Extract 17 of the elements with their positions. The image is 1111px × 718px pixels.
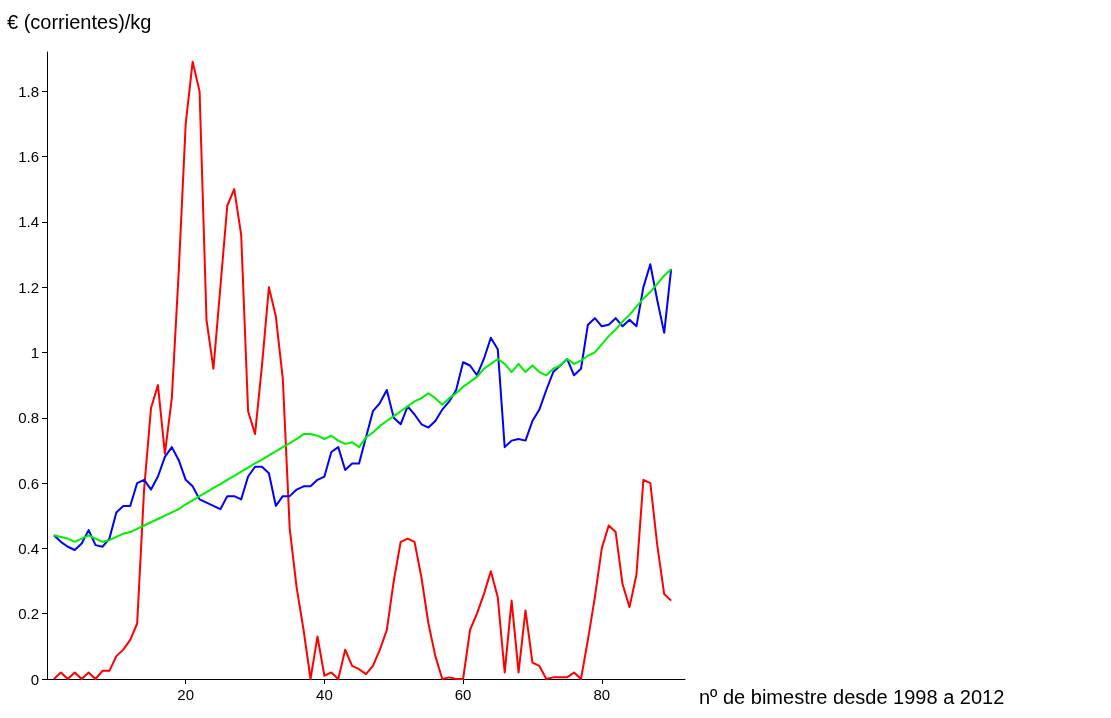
x-axis-title: nº de bimestre desde 1998 a 2012 — [699, 686, 1005, 708]
y-tick-label: 0 — [30, 670, 39, 688]
line-series — [52, 60, 673, 680]
y-tick-label: 0.8 — [18, 409, 39, 427]
y-tick-label: 1 — [30, 343, 39, 361]
y-axis-title: € (corrientes)/kg — [7, 11, 152, 33]
y-tick-label: 1.8 — [18, 82, 39, 100]
x-tick-label: 60 — [454, 686, 472, 703]
y-tick-label: 1.2 — [18, 278, 39, 296]
y-tick-label: 1.4 — [18, 213, 39, 231]
y-tick-label: 0.6 — [18, 474, 39, 492]
y-tick-label: 1.6 — [18, 148, 39, 165]
x-tick-label: 40 — [316, 686, 333, 703]
y-tick-label: 0.2 — [18, 605, 39, 623]
x-tick-label: 80 — [593, 686, 611, 703]
x-tick-label: 20 — [177, 686, 195, 703]
y-tick-label: 0.4 — [18, 539, 39, 557]
